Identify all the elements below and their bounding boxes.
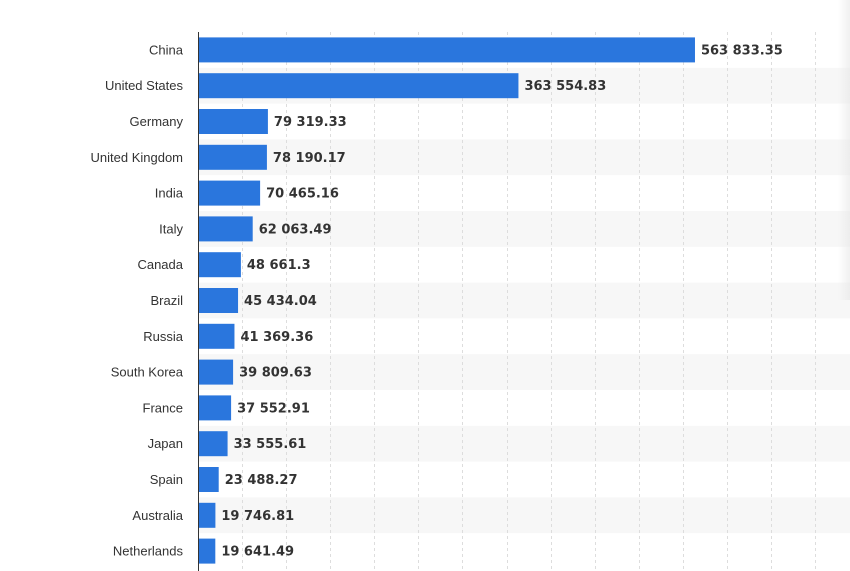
value-label: 33 555.61 — [234, 437, 307, 452]
bar[interactable] — [198, 37, 695, 63]
category-label: France — [143, 400, 183, 415]
bars — [198, 37, 695, 564]
bar[interactable] — [198, 359, 234, 385]
value-label: 45 434.04 — [244, 294, 317, 309]
category-label: Japan — [148, 436, 183, 451]
category-label: Spain — [150, 472, 183, 487]
value-label: 70 465.16 — [266, 187, 339, 202]
category-label: Russia — [143, 329, 184, 344]
category-labels: China United States Germany United Kingdom I… — [91, 42, 184, 558]
value-label: 62 063.49 — [259, 222, 332, 237]
category-label: China — [149, 42, 184, 57]
category-label: Netherlands — [113, 544, 184, 559]
value-label: 19 641.49 — [221, 545, 294, 560]
category-label: India — [155, 186, 184, 201]
category-label: United States — [105, 78, 184, 93]
value-label: 79 319.33 — [274, 115, 347, 130]
row-band — [198, 497, 850, 534]
value-label: 39 809.63 — [239, 366, 312, 381]
scroll-edge-shadow — [838, 0, 850, 300]
bar[interactable] — [198, 395, 232, 421]
row-band — [198, 139, 850, 176]
value-label: 37 552.91 — [237, 401, 310, 416]
category-label: United Kingdom — [91, 150, 184, 165]
bar[interactable] — [198, 109, 268, 134]
value-label: 78 190.17 — [273, 151, 346, 166]
category-label: Italy — [159, 221, 183, 236]
row-band — [198, 425, 850, 462]
row-band — [198, 354, 850, 390]
bar[interactable] — [198, 288, 239, 313]
category-label: Germany — [130, 114, 184, 129]
row-band — [198, 211, 850, 247]
bar[interactable] — [198, 467, 219, 492]
value-label: 19 746.81 — [221, 509, 294, 524]
category-label: South Korea — [111, 365, 184, 380]
category-label: Australia — [132, 508, 183, 523]
bar[interactable] — [198, 216, 253, 242]
bar[interactable] — [198, 180, 261, 206]
row-band — [198, 282, 850, 319]
category-label: Canada — [137, 257, 183, 272]
bar[interactable] — [198, 502, 216, 528]
bar[interactable] — [198, 73, 519, 99]
row-bands — [198, 67, 850, 534]
bar[interactable] — [198, 431, 228, 457]
value-label: 363 554.83 — [524, 79, 606, 94]
value-label: 41 369.36 — [240, 330, 313, 345]
bar[interactable] — [198, 252, 241, 278]
bar[interactable] — [198, 323, 235, 349]
category-label: Brazil — [150, 293, 183, 308]
value-label: 23 488.27 — [225, 473, 298, 488]
bar[interactable] — [198, 144, 267, 170]
value-label: 563 833.35 — [701, 43, 783, 58]
bar[interactable] — [198, 538, 216, 564]
value-label: 48 661.3 — [247, 258, 311, 273]
value-labels: 563 833.35 363 554.83 79 319.33 78 190.17 70… — [221, 43, 782, 559]
